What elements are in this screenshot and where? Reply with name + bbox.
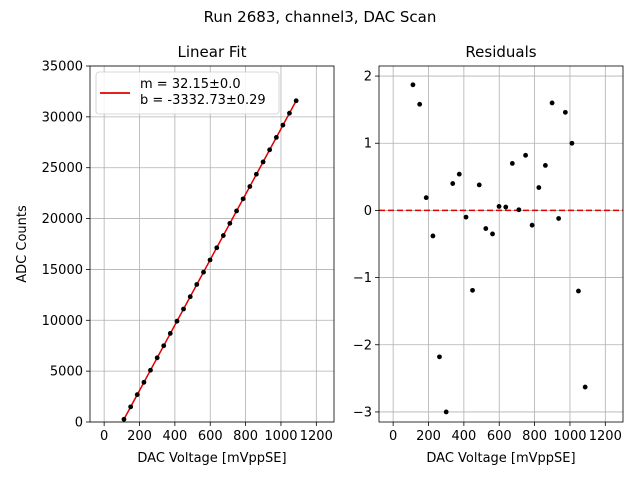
chart-title: Linear Fit	[178, 43, 247, 61]
data-point	[128, 404, 134, 410]
data-point	[569, 140, 575, 146]
data-point	[161, 343, 167, 349]
y-axis-label: ADC Counts	[15, 205, 30, 283]
data-point	[450, 181, 456, 186]
legend-entry: b = -3332.73±0.29	[140, 93, 266, 108]
data-point	[476, 182, 482, 188]
data-point	[410, 82, 416, 88]
y-tick-label: 0	[75, 416, 83, 431]
y-tick-label: 1	[364, 137, 372, 152]
x-tick-label: 400	[451, 429, 476, 444]
data-point	[437, 354, 442, 360]
data-point	[287, 110, 292, 116]
y-tick-label: 35000	[42, 60, 83, 75]
data-point	[430, 233, 436, 239]
x-tick-label: 800	[233, 429, 258, 444]
data-point	[253, 171, 259, 177]
x-tick-label: 1200	[300, 429, 333, 444]
data-point	[234, 208, 239, 214]
data-point	[134, 392, 140, 398]
data-point	[174, 318, 180, 324]
y-tick-label: 15000	[42, 263, 83, 278]
data-point	[154, 355, 160, 361]
y-tick-label: 25000	[42, 161, 83, 176]
y-tick-label: 2	[364, 70, 372, 85]
data-point	[187, 294, 193, 300]
data-point	[562, 109, 568, 115]
data-point	[529, 222, 535, 228]
data-point	[536, 185, 542, 190]
x-axis-label: DAC Voltage [mVppSE]	[426, 451, 575, 466]
x-tick-label: 1200	[589, 429, 622, 444]
data-point	[490, 231, 495, 237]
x-tick-label: 1000	[553, 429, 586, 444]
data-point	[267, 147, 273, 153]
y-tick-label: 30000	[42, 110, 83, 125]
x-tick-label: 600	[487, 429, 512, 444]
data-point	[556, 216, 562, 221]
data-point	[194, 282, 200, 287]
legend-box	[95, 71, 280, 115]
x-tick-label: 200	[127, 429, 152, 444]
data-point	[463, 214, 469, 220]
data-point	[167, 331, 173, 336]
data-point	[247, 184, 253, 189]
y-tick-label: 20000	[42, 212, 83, 227]
x-tick-label: 0	[100, 429, 108, 444]
y-tick-label: 0	[364, 204, 372, 219]
data-point	[582, 384, 588, 390]
data-point	[542, 163, 548, 168]
residuals-panel: 0 200 400 600 800 1000 1200 −3 −2 −1 0 1 2 Residuals D…	[353, 43, 624, 466]
data-point	[456, 171, 462, 177]
figure-suptitle: Run 2683, channel3, DAC Scan	[204, 8, 437, 26]
data-point	[417, 101, 423, 107]
y-tick-label: −1	[353, 271, 372, 286]
data-point	[121, 416, 127, 422]
x-tick-label: 1000	[264, 429, 297, 444]
data-point	[549, 100, 555, 106]
y-tick-label: 5000	[50, 365, 83, 380]
data-point	[260, 159, 266, 165]
data-point	[443, 409, 449, 415]
x-tick-label: 800	[522, 429, 547, 444]
data-point	[470, 287, 475, 293]
data-point	[483, 226, 489, 231]
data-point	[423, 195, 429, 201]
x-tick-label: 200	[416, 429, 441, 444]
data-point	[214, 245, 220, 251]
linear-fit-panel: 0 200 400 600 800 1000 1200 0 5000 10000 15000 2000…	[15, 43, 335, 466]
data-point	[273, 135, 279, 140]
data-point	[516, 207, 522, 213]
x-tick-label: 600	[198, 429, 223, 444]
legend-entry: m = 32.15±0.0	[140, 77, 241, 92]
data-point	[280, 122, 286, 128]
data-point	[293, 98, 299, 104]
data-point	[509, 160, 515, 166]
data-point	[227, 220, 233, 226]
data-point	[576, 288, 581, 294]
data-point	[141, 379, 147, 385]
data-point	[523, 152, 528, 158]
data-point	[503, 204, 509, 210]
x-tick-label: 400	[162, 429, 187, 444]
chart-title: Residuals	[465, 43, 536, 61]
x-tick-label: 0	[389, 429, 397, 444]
y-tick-label: 10000	[42, 314, 83, 329]
x-axis-label: DAC Voltage [mVppSE]	[137, 451, 286, 466]
data-point	[207, 257, 213, 263]
y-tick-label: −2	[353, 338, 372, 353]
data-point	[181, 306, 186, 312]
y-tick-label: −3	[353, 405, 372, 420]
data-point	[201, 269, 206, 275]
axes-frame	[378, 65, 624, 423]
data-point	[496, 203, 502, 209]
axes-frame	[89, 65, 335, 423]
data-point	[220, 233, 226, 238]
data-point	[148, 367, 153, 373]
data-point	[240, 196, 246, 202]
